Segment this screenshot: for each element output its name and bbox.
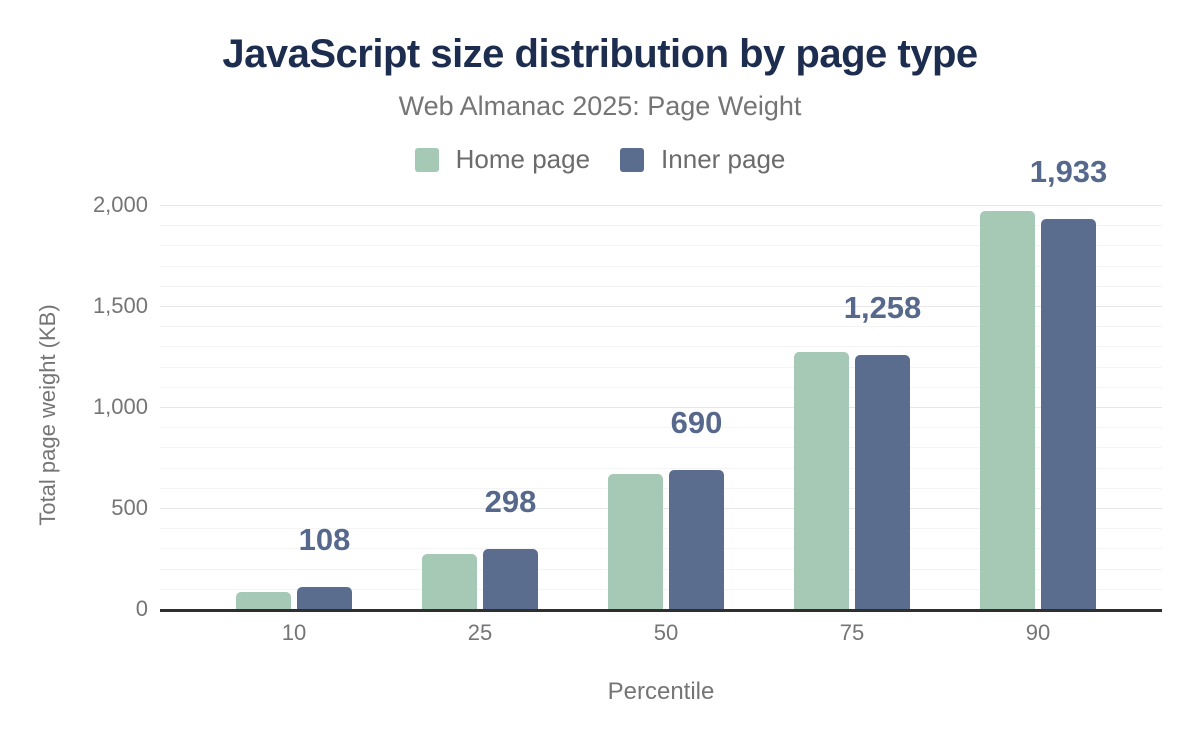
data-label-p75: 1,258: [843, 289, 922, 325]
plot-area: 108 298 690 1,258 1,933: [160, 156, 1162, 612]
x-axis-ticks: 10 25 50 75 90: [201, 620, 1131, 646]
bar-group-p75: 1,258: [759, 205, 945, 609]
bar-inner-page-p10[interactable]: [297, 587, 352, 609]
y-tick-0: 0: [135, 596, 148, 621]
x-tick-50: 50: [653, 620, 679, 645]
legend-swatch-home-page: [414, 147, 439, 172]
x-tick-10: 10: [281, 620, 307, 645]
gridline-1000: [160, 407, 1162, 408]
gridline-1500: [160, 306, 1162, 307]
bar-group-p25: 298: [387, 205, 573, 609]
chart-title: JavaScript size distribution by page typ…: [222, 32, 978, 76]
data-label-p90: 1,933: [1029, 153, 1108, 189]
bar-inner-page-p75[interactable]: [855, 354, 910, 609]
bar-group-p90: 1,933: [945, 156, 1131, 609]
gridline-1400: [160, 326, 1162, 328]
chart-subtitle: Web Almanac 2025: Page Weight: [398, 91, 802, 121]
bar-home-page-p50[interactable]: [608, 474, 663, 609]
y-tick-500: 500: [111, 495, 148, 520]
y-tick-1,500: 1,500: [92, 293, 148, 318]
legend: Home page Inner page: [0, 144, 1200, 175]
data-label-p10: 108: [298, 522, 351, 558]
gridline-1200: [160, 366, 1162, 368]
gridline-1900: [160, 225, 1162, 227]
bar-home-page-p10[interactable]: [236, 591, 291, 609]
gridline-700: [160, 467, 1162, 469]
gridline-1600: [160, 285, 1162, 287]
y-tick-2,000: 2,000: [92, 192, 148, 217]
gridline-1300: [160, 346, 1162, 348]
gridline-2000: [160, 205, 1162, 206]
gridline-1700: [160, 265, 1162, 267]
legend-item-home-page: Home page: [414, 144, 591, 175]
legend-label-home-page: Home page: [455, 144, 591, 174]
legend-label-inner-page: Inner page: [661, 144, 786, 174]
gridline-900: [160, 427, 1162, 429]
data-label-p50: 690: [670, 404, 723, 440]
data-label-p25: 298: [484, 483, 537, 519]
bar-home-page-p90[interactable]: [980, 210, 1035, 609]
gridline-800: [160, 447, 1162, 449]
bar-home-page-p25[interactable]: [422, 554, 477, 609]
bar-inner-page-p50[interactable]: [669, 469, 724, 609]
bar-group-p10: 108: [201, 205, 387, 609]
x-axis-title: Percentile: [607, 678, 715, 705]
y-tick-1,000: 1,000: [92, 394, 148, 419]
bar-bands: 108 298 690 1,258 1,933: [201, 156, 1131, 609]
x-tick-75: 75: [839, 620, 865, 645]
x-tick-25: 25: [467, 620, 493, 645]
bar-group-p50: 690: [573, 205, 759, 609]
bar-home-page-p75[interactable]: [794, 352, 849, 609]
legend-swatch-inner-page: [620, 147, 645, 172]
x-tick-90: 90: [1025, 620, 1051, 645]
bar-inner-page-p90[interactable]: [1041, 218, 1096, 609]
gridline-1100: [160, 386, 1162, 388]
legend-item-inner-page: Inner page: [620, 144, 785, 175]
bar-inner-page-p25[interactable]: [483, 548, 538, 609]
y-axis-ticks: 0 500 1,000 1,500 2,000: [0, 192, 148, 621]
gridline-1800: [160, 245, 1162, 247]
